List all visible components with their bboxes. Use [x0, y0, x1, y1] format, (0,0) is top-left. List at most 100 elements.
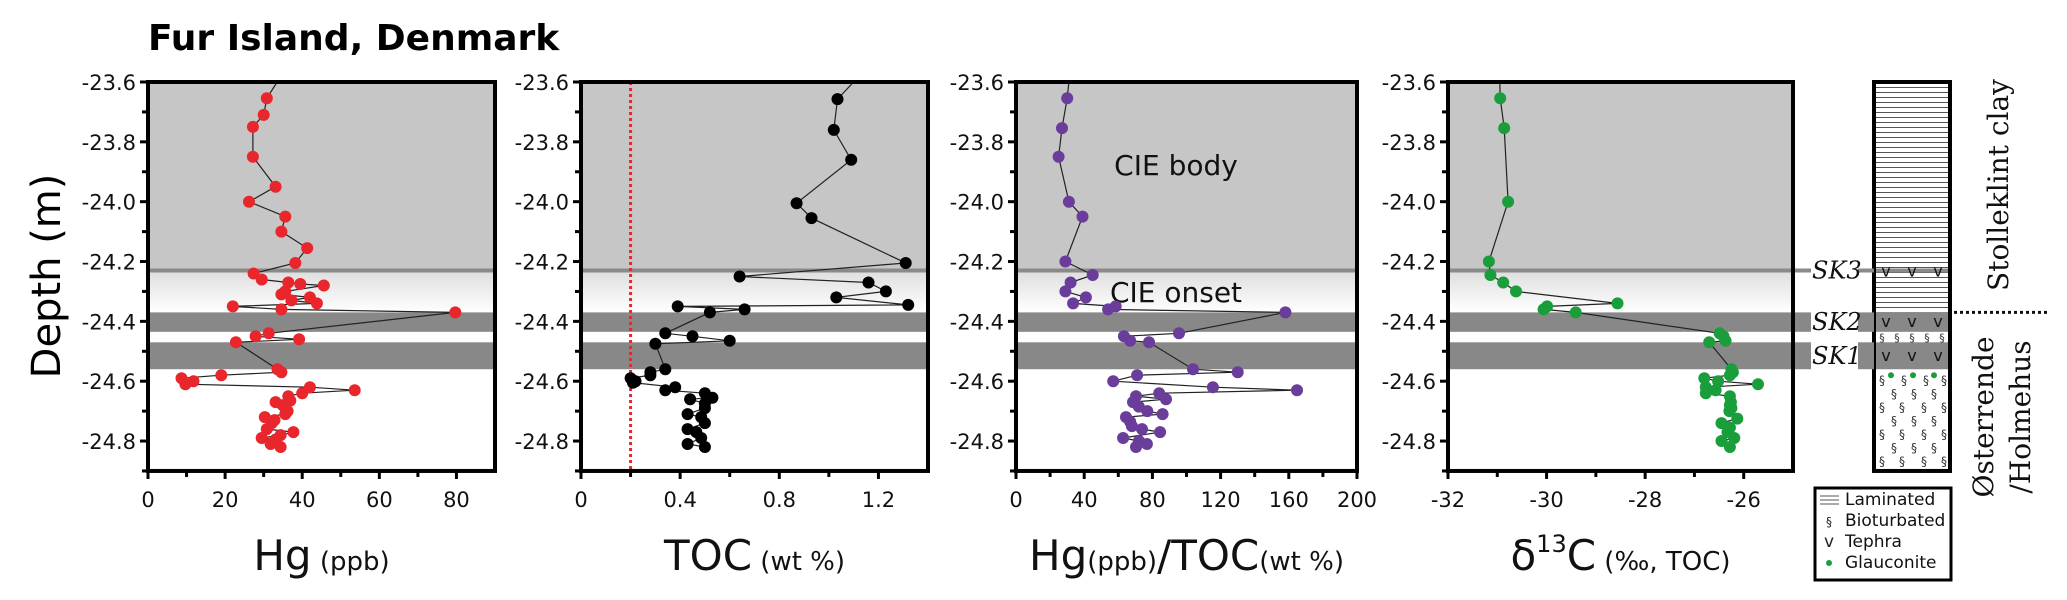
y-tick-label: -23.8	[950, 131, 1004, 155]
y-tick-label: -24.6	[82, 370, 136, 394]
sk2-label: SK2	[1812, 308, 1862, 336]
glauconite-dot	[1931, 372, 1937, 379]
tephra-symbol: v	[1881, 312, 1890, 331]
y-tick-label: -24.0	[82, 191, 136, 215]
bioturbation-symbol: §	[1894, 331, 1900, 344]
laminated-section	[1874, 82, 1950, 313]
data-point	[269, 180, 282, 193]
sk2-band	[581, 312, 928, 332]
y-tick-label: -24.2	[515, 251, 569, 275]
bioturbation-symbol: §	[1923, 374, 1929, 388]
data-point	[1187, 363, 1199, 376]
legend-glauconite-icon	[1826, 560, 1832, 566]
bioturbation-symbol: §	[1924, 331, 1930, 344]
x-tick-label: 40	[289, 488, 316, 512]
bioturbation-symbol: §	[1941, 374, 1947, 388]
glauconite-dot	[1910, 372, 1916, 379]
x-tick-label: 160	[1269, 488, 1309, 512]
tephra-symbol: v	[1881, 346, 1890, 365]
data-point	[1569, 306, 1582, 319]
data-point	[1206, 381, 1219, 394]
x-tick-label: 120	[1201, 488, 1241, 512]
data-point	[1723, 441, 1736, 453]
data-point	[243, 195, 255, 208]
data-point	[1279, 306, 1292, 319]
x-tick-label: -26	[1727, 488, 1761, 512]
y-tick-label: -24.4	[950, 310, 1004, 334]
data-point	[879, 285, 892, 298]
bioturbation-symbol: §	[1931, 414, 1937, 428]
data-point	[1497, 276, 1510, 289]
data-point	[1124, 334, 1137, 347]
y-tick-label: -24.0	[515, 191, 569, 215]
data-point	[1494, 92, 1507, 105]
plot-frame	[146, 80, 497, 473]
legend-box	[1813, 486, 1953, 582]
data-point	[1130, 441, 1142, 453]
y-tick-label: -23.8	[1382, 131, 1436, 155]
y-tick-label: -24.6	[1382, 370, 1436, 394]
data-point	[733, 270, 746, 283]
x-tick-label: 80	[1139, 488, 1166, 512]
y-tick-label: -24.6	[950, 370, 1004, 394]
panel-d13c: -23.6 -23.8 -24.0 -24.2 -24.4 -24.6 -24.8 -32 -3…	[1382, 71, 1811, 580]
data-point	[1712, 375, 1725, 388]
x-tick-label: -28	[1628, 488, 1662, 512]
y-tick-label: -24.2	[1382, 251, 1436, 275]
data-point	[285, 294, 298, 307]
data-point	[1173, 327, 1185, 340]
y-tick-label: -24.0	[1382, 191, 1436, 215]
data-point	[246, 120, 259, 133]
legend-label: Bioturbated	[1845, 511, 1945, 531]
data-point	[260, 423, 273, 436]
data-point	[1079, 291, 1092, 304]
data-point	[289, 257, 302, 269]
data-point	[275, 366, 288, 379]
y-tick-label: -24.4	[1382, 310, 1436, 334]
y-tick-label: -24.2	[950, 251, 1004, 275]
sk2-band	[148, 312, 495, 332]
sk3-label: SK3	[1812, 256, 1862, 284]
x-tick-label: 60	[366, 488, 393, 512]
data-point	[1719, 334, 1732, 347]
data-point	[260, 92, 273, 105]
data-point	[1709, 384, 1722, 397]
bioturbation-symbol: §	[1941, 454, 1947, 468]
data-point	[659, 327, 672, 340]
data-point	[275, 288, 288, 301]
x-tick-label: 0	[574, 488, 587, 512]
bioturbation-symbol: §	[1891, 441, 1897, 455]
data-point	[1731, 412, 1744, 425]
data-point	[1498, 122, 1511, 135]
data-point	[862, 276, 875, 289]
y-tick-label: -24.8	[515, 430, 569, 454]
y-tick-label: -24.2	[82, 251, 136, 275]
data-point	[1061, 92, 1074, 105]
data-point	[669, 381, 682, 394]
bioturbation-symbol: §	[1921, 428, 1927, 442]
data-point	[1291, 384, 1303, 397]
y-tick-label: -23.8	[515, 131, 569, 155]
data-point	[1723, 405, 1736, 418]
data-point	[1537, 303, 1550, 316]
data-point	[1067, 297, 1080, 310]
data-point	[1231, 366, 1244, 379]
data-point	[293, 333, 306, 346]
data-point	[902, 298, 915, 311]
y-tick-label: -24.6	[515, 370, 569, 394]
data-point	[1117, 432, 1130, 444]
data-point	[296, 387, 309, 400]
data-point	[1140, 438, 1153, 450]
bioturbation-symbol: §	[1879, 374, 1885, 388]
x-tick-label: 0	[141, 488, 154, 512]
data-point	[449, 306, 462, 319]
data-point	[275, 225, 288, 238]
x-tick-label: -32	[1431, 488, 1465, 512]
data-point	[179, 378, 192, 391]
data-point	[684, 393, 697, 406]
x-tick-label: 0	[1009, 488, 1022, 512]
sk2-band	[1016, 312, 1357, 332]
data-point	[255, 432, 268, 444]
data-point	[1502, 195, 1515, 208]
